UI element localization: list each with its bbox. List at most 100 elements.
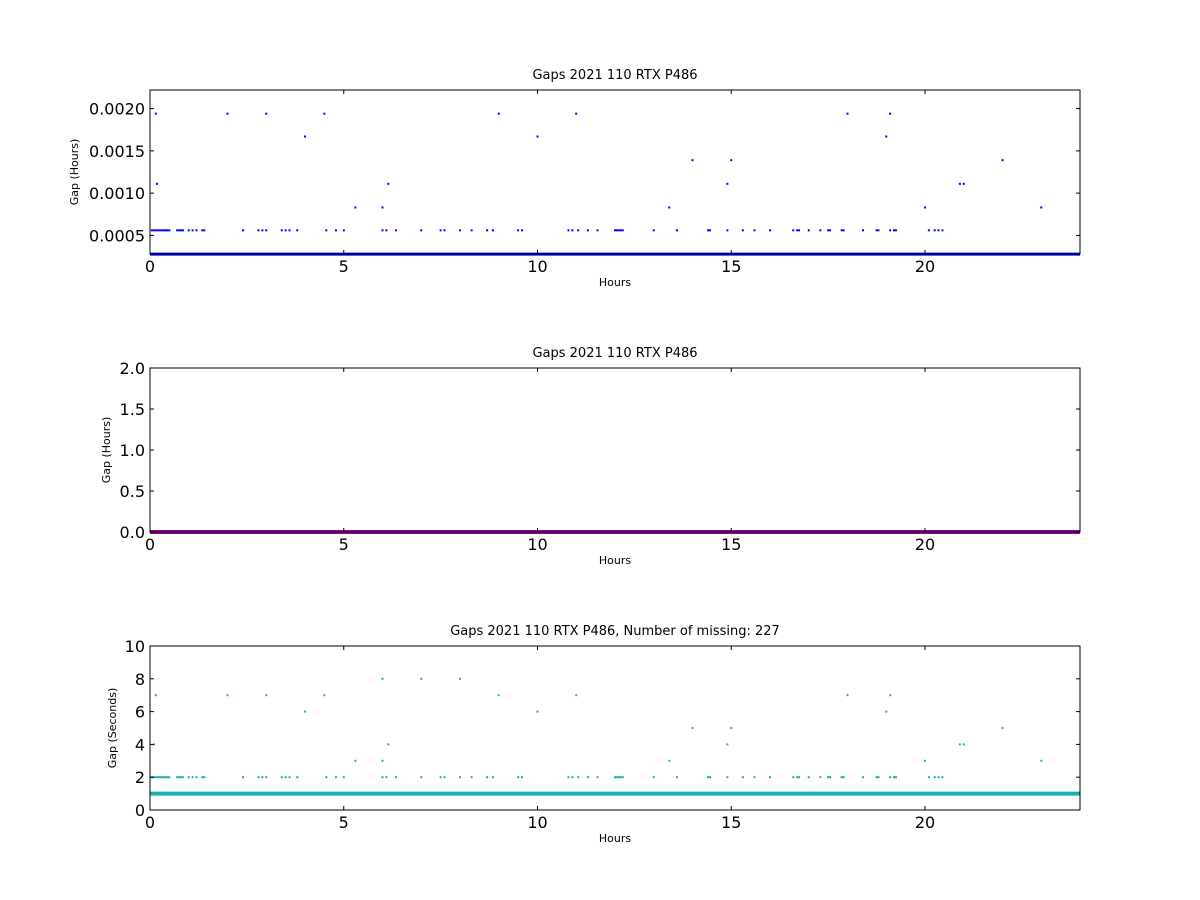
x-tick-label: 10 (527, 257, 547, 276)
data-point (176, 229, 179, 232)
data-point (296, 776, 299, 779)
x-tick-label: 0 (145, 257, 155, 276)
data-point (296, 229, 299, 232)
data-point (708, 776, 711, 779)
data-point (958, 743, 961, 746)
data-point (395, 229, 398, 232)
data-point (577, 229, 580, 232)
data-point (381, 677, 384, 680)
y-tick-label: 1.0 (120, 441, 145, 460)
data-point (889, 776, 892, 779)
y-tick-label: 6 (135, 703, 145, 722)
data-point (304, 710, 306, 713)
data-point (617, 776, 620, 779)
data-point (707, 776, 709, 779)
plot-frame (149, 89, 1081, 255)
data-point (792, 229, 795, 232)
data-point (894, 776, 897, 779)
data-point (242, 776, 244, 779)
y-axis-label: Gap (Seconds) (106, 688, 119, 769)
data-point (924, 759, 926, 762)
data-point (846, 694, 849, 697)
data-point (927, 776, 930, 779)
data-point (191, 229, 194, 232)
data-point (323, 694, 326, 697)
x-tick-label: 15 (721, 813, 741, 832)
data-point (459, 776, 461, 779)
data-point (741, 776, 744, 779)
data-point (726, 743, 729, 746)
data-point (614, 776, 616, 779)
data-point (927, 229, 930, 232)
data-point (486, 229, 489, 232)
data-point (829, 229, 832, 232)
data-point (586, 229, 589, 232)
data-point (491, 229, 494, 232)
data-point (265, 776, 268, 779)
data-point (586, 776, 589, 779)
data-point (615, 776, 618, 779)
data-point (842, 776, 845, 779)
data-point (156, 229, 159, 232)
data-point (257, 229, 260, 232)
y-axis-label: Gap (Hours) (68, 139, 81, 206)
data-point (596, 229, 599, 232)
data-point (168, 229, 171, 232)
data-point (420, 229, 423, 232)
data-point (652, 776, 655, 779)
data-point (178, 229, 181, 232)
y-tick-label: 0.0015 (89, 142, 145, 161)
data-point (181, 776, 184, 779)
data-point (381, 229, 384, 232)
data-point (619, 229, 622, 232)
data-point (470, 229, 473, 232)
data-point (381, 776, 384, 779)
data-point (937, 776, 940, 779)
data-point (1001, 727, 1004, 729)
data-point (443, 776, 446, 779)
data-point (769, 229, 771, 232)
data-point (1001, 159, 1004, 162)
data-point (652, 229, 655, 232)
data-point (741, 229, 744, 232)
data-point (875, 776, 878, 779)
data-point (753, 776, 756, 779)
data-point (166, 229, 169, 232)
data-point (575, 112, 578, 115)
data-point (439, 776, 442, 779)
data-point (155, 182, 158, 185)
data-point (962, 182, 965, 185)
data-point (707, 229, 709, 232)
data-point (395, 776, 398, 779)
data-point (304, 135, 306, 138)
data-point (162, 776, 165, 779)
data-point (842, 229, 845, 232)
data-point (567, 776, 570, 779)
data-point (162, 229, 165, 232)
data-point (439, 229, 442, 232)
data-point (571, 776, 574, 779)
data-point (726, 182, 729, 185)
data-point (829, 776, 832, 779)
data-point (924, 206, 926, 209)
data-point (958, 182, 961, 185)
data-point (521, 776, 523, 779)
data-point (154, 776, 157, 779)
chart-title: Gaps 2021 110 RTX P486 (532, 346, 697, 361)
data-point (819, 776, 822, 779)
data-point (265, 229, 268, 232)
x-tick-label: 10 (527, 813, 547, 832)
data-point (536, 710, 539, 713)
plot-frame (149, 367, 1081, 533)
data-point (614, 229, 616, 232)
data-point (536, 135, 539, 138)
data-point (387, 743, 390, 746)
data-point (280, 776, 283, 779)
data-point (575, 694, 578, 697)
data-point (889, 112, 892, 115)
chart-panel-2: Gaps 2021 110 RTX P486 0 5 10 15 20 0.0 0.5 1.0 1… (100, 346, 1081, 567)
data-point (621, 776, 624, 779)
data-point (933, 776, 936, 779)
data-point (191, 776, 194, 779)
